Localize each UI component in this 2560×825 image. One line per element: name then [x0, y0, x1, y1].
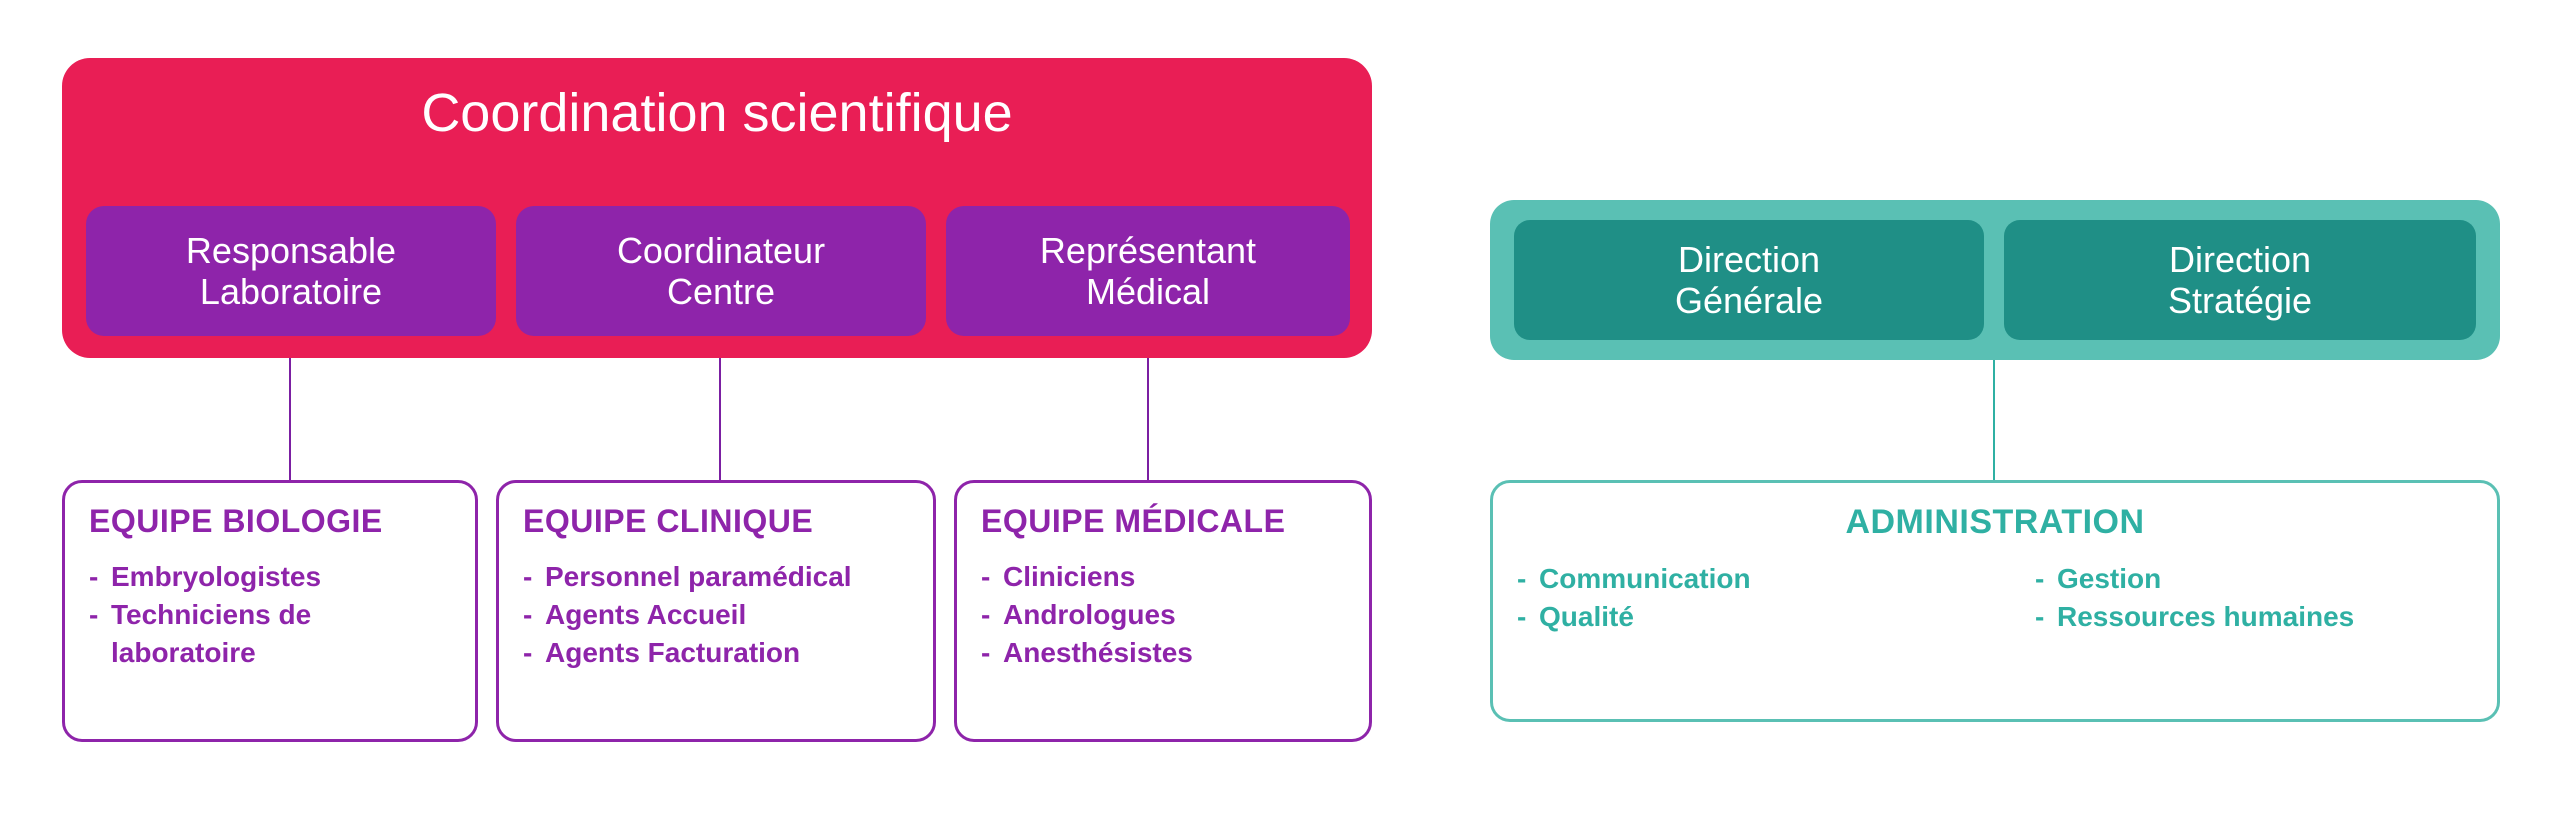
- administration-box: ADMINISTRATION Communication Qualité Ges…: [1490, 480, 2500, 722]
- connector-line: [1993, 360, 1995, 480]
- org-chart-canvas: Coordination scientifique ResponsableLab…: [0, 0, 2560, 825]
- responsable-laboratoire-box: ResponsableLaboratoire: [86, 206, 496, 336]
- team-item: Anesthésistes: [981, 634, 1345, 672]
- equipe-biologie-box: EQUIPE BIOLOGIE Embryologistes Technicie…: [62, 480, 478, 742]
- responsable-laboratoire-label: ResponsableLaboratoire: [186, 230, 396, 313]
- direction-strategie-label: DirectionStratégie: [2168, 239, 2312, 322]
- connector-line: [1147, 358, 1149, 480]
- admin-col: Communication Qualité: [1517, 560, 1955, 636]
- team-item: Agents Accueil: [523, 596, 909, 634]
- team-title: EQUIPE BIOLOGIE: [89, 503, 451, 540]
- team-items: Personnel paramédical Agents Accueil Age…: [523, 558, 909, 671]
- coordinateur-centre-box: CoordinateurCentre: [516, 206, 926, 336]
- admin-col: Gestion Ressources humaines: [2035, 560, 2473, 636]
- equipe-medicale-box: EQUIPE MÉDICALE Cliniciens Andrologues A…: [954, 480, 1372, 742]
- team-items: Cliniciens Andrologues Anesthésistes: [981, 558, 1345, 671]
- coordination-title: Coordination scientifique: [421, 82, 1012, 144]
- direction-generale-box: DirectionGénérale: [1514, 220, 1984, 340]
- admin-item: Ressources humaines: [2035, 598, 2473, 636]
- team-item: Agents Facturation: [523, 634, 909, 672]
- representant-medical-label: ReprésentantMédical: [1040, 230, 1256, 313]
- connector-line: [289, 358, 291, 480]
- direction-strategie-box: DirectionStratégie: [2004, 220, 2476, 340]
- team-item: Personnel paramédical: [523, 558, 909, 596]
- team-item: Embryologistes: [89, 558, 451, 596]
- team-item: Andrologues: [981, 596, 1345, 634]
- coordinateur-centre-label: CoordinateurCentre: [617, 230, 825, 313]
- connector-line: [719, 358, 721, 480]
- admin-item: Qualité: [1517, 598, 1955, 636]
- team-item: Techniciens de laboratoire: [89, 596, 451, 672]
- administration-title: ADMINISTRATION: [1517, 503, 2473, 542]
- representant-medical-box: ReprésentantMédical: [946, 206, 1350, 336]
- team-title: EQUIPE CLINIQUE: [523, 503, 909, 540]
- team-items: Embryologistes Techniciens de laboratoir…: [89, 558, 451, 671]
- team-title: EQUIPE MÉDICALE: [981, 503, 1345, 540]
- team-item: Cliniciens: [981, 558, 1345, 596]
- admin-item: Communication: [1517, 560, 1955, 598]
- admin-item: Gestion: [2035, 560, 2473, 598]
- equipe-clinique-box: EQUIPE CLINIQUE Personnel paramédical Ag…: [496, 480, 936, 742]
- direction-generale-label: DirectionGénérale: [1675, 239, 1823, 322]
